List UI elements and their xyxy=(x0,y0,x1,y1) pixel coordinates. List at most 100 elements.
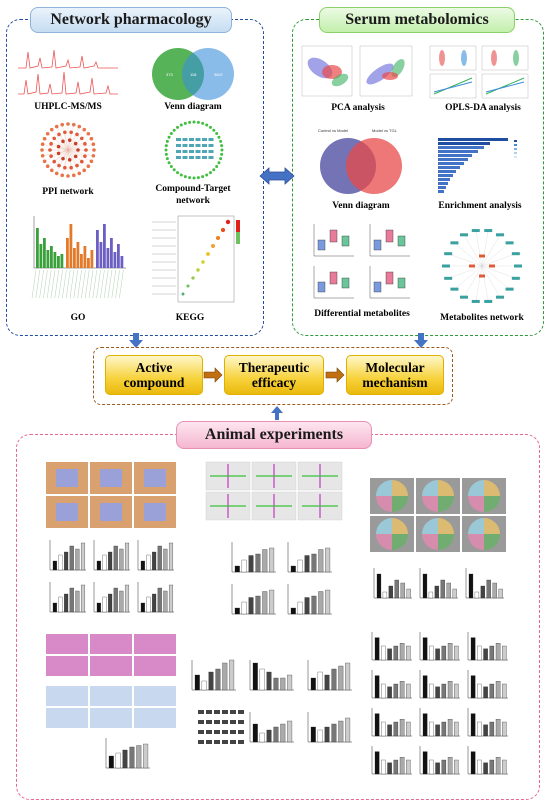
animal-bar xyxy=(52,560,57,571)
animal-bar xyxy=(406,759,411,775)
animal-bar xyxy=(163,590,168,613)
histology-tile xyxy=(46,708,88,728)
animal-bar xyxy=(489,759,495,775)
ppi-node xyxy=(71,173,76,178)
ct-node xyxy=(183,121,187,125)
metnet-node xyxy=(496,233,504,237)
animal-bar xyxy=(75,590,80,613)
blot-band xyxy=(214,730,220,734)
enrichment-bar xyxy=(438,162,464,165)
compound-target-label-line2: network xyxy=(176,196,210,206)
ct-node xyxy=(169,164,173,168)
go-bar xyxy=(87,258,90,268)
animal-bar xyxy=(143,743,149,769)
animal-bar xyxy=(502,759,507,775)
animal-bar xyxy=(441,683,447,699)
ct-node xyxy=(195,138,201,141)
metnet-node xyxy=(505,287,514,291)
animal-bar xyxy=(287,720,293,743)
ct-node xyxy=(208,150,214,153)
go-bar xyxy=(66,238,69,268)
animal-bar xyxy=(297,601,303,615)
ppi-node xyxy=(92,148,96,152)
animal-bar xyxy=(477,683,482,699)
ppi-node xyxy=(66,174,70,178)
histology-tile xyxy=(90,634,132,654)
animal-bar xyxy=(64,551,69,571)
metnet-node xyxy=(484,229,493,233)
metnet-node xyxy=(505,241,514,245)
animal-bar xyxy=(429,645,434,661)
animal-bar xyxy=(108,551,113,571)
animal-bar xyxy=(269,589,275,615)
blot-band xyxy=(206,710,212,714)
blot-band xyxy=(222,720,228,724)
kegg-bubble xyxy=(181,292,185,296)
go-bar xyxy=(99,242,103,268)
ct-node xyxy=(189,138,194,141)
sm-venn-diagram: Control vs Model Model vs TGL xyxy=(318,128,402,194)
animal-bar xyxy=(215,668,221,691)
ct-node xyxy=(176,144,181,147)
blot-band xyxy=(206,740,212,744)
animal-bar xyxy=(280,723,286,743)
animal-bar xyxy=(399,643,405,661)
kegg-bubble xyxy=(215,235,221,241)
ct-node xyxy=(208,171,212,175)
ppi-node xyxy=(67,158,72,162)
ppi-node xyxy=(54,171,59,176)
animal-bar xyxy=(146,554,151,571)
animal-bar xyxy=(502,645,507,661)
ppi-node xyxy=(40,153,45,158)
animal-bar xyxy=(480,585,485,599)
go-bar-chart xyxy=(31,216,126,299)
animal-bar xyxy=(376,573,382,599)
animal-bar xyxy=(489,683,495,699)
animal-bar xyxy=(489,721,495,737)
animal-bar xyxy=(262,591,268,615)
animal-bar xyxy=(324,726,330,743)
animal-bar xyxy=(304,597,310,615)
go-bar xyxy=(110,238,113,268)
metnet-node xyxy=(511,276,520,280)
enrichment-bar xyxy=(438,166,460,169)
ct-node xyxy=(176,150,181,153)
animal-bar xyxy=(495,681,501,699)
animal-bar xyxy=(248,597,254,615)
metnet-node xyxy=(469,264,475,268)
ppi-node xyxy=(52,159,57,164)
flow-container xyxy=(93,347,453,405)
kegg-bubble xyxy=(206,252,210,256)
kegg-bubble xyxy=(201,260,205,264)
animal-bar xyxy=(483,762,488,775)
animal-bar xyxy=(435,724,440,737)
animal-bar xyxy=(477,645,482,661)
histology-tile xyxy=(90,708,132,728)
ct-node xyxy=(220,152,224,156)
animal-bar xyxy=(429,759,434,775)
ct-node xyxy=(202,138,207,141)
animal-bar xyxy=(64,593,69,613)
animal-bar xyxy=(393,759,399,775)
animal-bar xyxy=(374,751,380,775)
ppi-node xyxy=(45,131,50,136)
pca-label: PCA analysis xyxy=(331,103,385,113)
ct-node xyxy=(201,175,205,179)
animal-bar xyxy=(152,593,157,613)
flow-arrow-1 xyxy=(203,367,223,383)
ct-node xyxy=(202,144,207,147)
animal-bar xyxy=(208,671,214,691)
animal-bar xyxy=(422,713,428,737)
enrichment-label: Enrichment analysis xyxy=(438,201,522,211)
go-bar xyxy=(76,242,80,268)
animal-bar xyxy=(345,717,351,743)
sm-down-arrow xyxy=(414,333,428,348)
ppi-node xyxy=(86,164,91,169)
ct-node xyxy=(182,156,188,159)
blot-band xyxy=(230,710,236,714)
diff-box xyxy=(385,229,394,243)
ct-node xyxy=(176,156,181,159)
animal-bar xyxy=(495,643,501,661)
animal-bar xyxy=(52,602,57,613)
ct-node xyxy=(189,150,194,153)
